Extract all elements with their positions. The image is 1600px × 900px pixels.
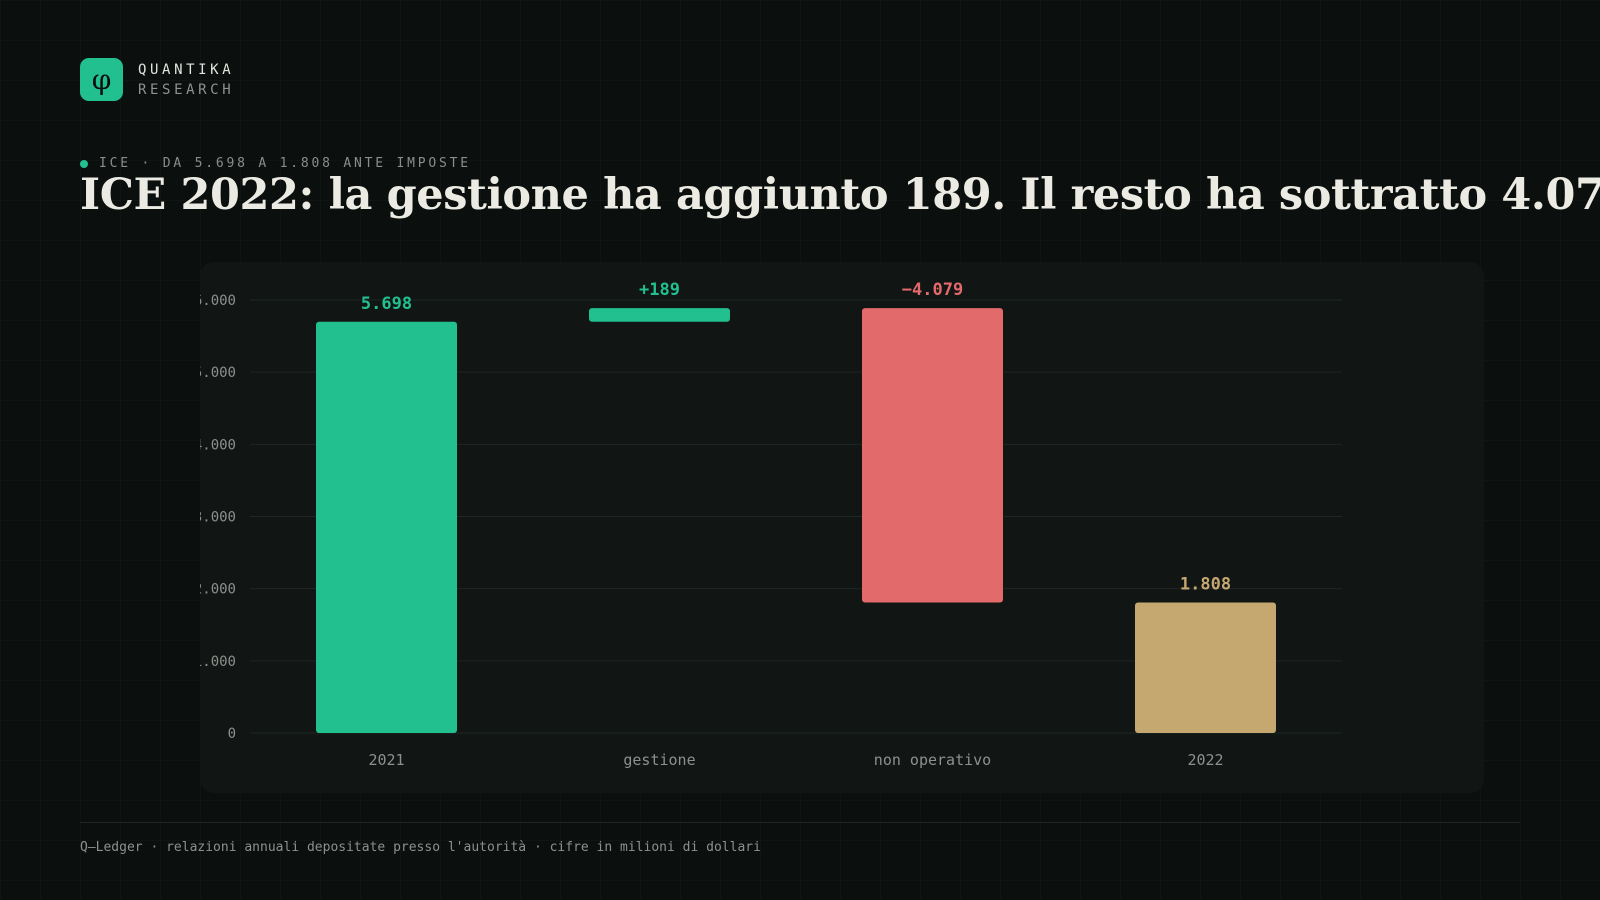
kicker: ICE · DA 5.698 A 1.808 ANTE IMPOSTE <box>80 156 471 171</box>
kicker-dot-icon <box>80 159 88 168</box>
y-tick-label: 0 <box>228 726 236 742</box>
y-tick-label: 4.000 <box>200 437 236 453</box>
y-tick-label: 2.000 <box>200 582 236 598</box>
y-tick-label: 5.000 <box>200 365 236 381</box>
x-category-label: 2021 <box>368 751 404 769</box>
value-label: 1.808 <box>1180 575 1231 595</box>
x-category-label: 2022 <box>1187 751 1223 769</box>
page-title: ICE 2022: la gestione ha aggiunto 189. I… <box>80 170 1600 220</box>
x-category-label: non operativo <box>874 751 991 769</box>
bar-2021 <box>316 321 457 733</box>
y-tick-label: 3.000 <box>200 510 236 526</box>
chart-card: 0 1.000 2.000 3.000 4.000 5.000 6.000 5.698 2021… <box>200 262 1484 793</box>
y-tick-label: 6.000 <box>200 293 236 309</box>
y-tick-label: 1.000 <box>200 654 236 670</box>
brand-name: QUANTIKA <box>138 61 235 78</box>
bar-non-operativo <box>862 308 1003 603</box>
value-label: −4.079 <box>902 280 963 300</box>
value-label: +189 <box>639 280 680 300</box>
x-category-label: gestione <box>623 751 695 769</box>
brand-subtitle: RESEARCH <box>138 81 235 98</box>
bar-2022 <box>1135 602 1276 733</box>
kicker-text: ICE · DA 5.698 A 1.808 ANTE IMPOSTE <box>99 156 471 171</box>
footer-divider <box>80 822 1520 823</box>
waterfall-chart: 0 1.000 2.000 3.000 4.000 5.000 6.000 5.698 2021… <box>200 280 1342 769</box>
bar-gestione <box>589 308 730 322</box>
source-footnote: Q—Ledger · relazioni annuali depositate … <box>80 840 761 855</box>
brand-text: QUANTIKA RESEARCH <box>138 60 234 100</box>
brand: φ QUANTIKA RESEARCH <box>80 58 234 101</box>
phi-logo-icon: φ <box>80 58 123 101</box>
value-label: 5.698 <box>361 294 412 314</box>
